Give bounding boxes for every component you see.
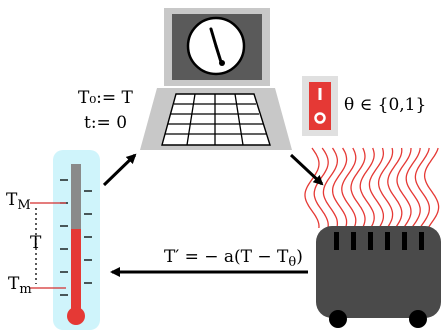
heat-wave-line bbox=[359, 147, 375, 229]
heat-wave-line bbox=[377, 147, 394, 229]
heater-radiator-icon bbox=[316, 226, 441, 328]
heat-wave-line bbox=[350, 147, 366, 229]
heat-waves bbox=[304, 147, 440, 229]
heat-wave-line bbox=[387, 147, 403, 229]
assignment-T0-label: T₀:= T bbox=[78, 88, 134, 108]
heat-wave-line bbox=[396, 147, 412, 229]
heat-wave-line bbox=[368, 147, 385, 229]
heat-wave-line bbox=[331, 147, 348, 229]
arrow-controller-to-heater bbox=[289, 153, 324, 186]
switch-state-label: θ ∈ {0,1} bbox=[344, 95, 426, 115]
assignment-t-label: t:= 0 bbox=[84, 113, 127, 133]
heat-wave-line bbox=[414, 147, 431, 229]
heat-wave-line bbox=[423, 147, 440, 229]
heat-wave-line bbox=[341, 147, 357, 229]
heat-wave-line bbox=[313, 147, 329, 229]
arrow-thermometer-to-controller bbox=[102, 153, 137, 187]
thermometer-min-label: Tm bbox=[8, 274, 32, 297]
heat-wave-line bbox=[405, 147, 421, 229]
thermometer-mid-label: T bbox=[30, 233, 42, 253]
toggle-switch-icon bbox=[302, 76, 338, 136]
thermometer-icon bbox=[53, 150, 100, 330]
heat-wave-line bbox=[304, 147, 320, 229]
laptop-with-clock-icon bbox=[140, 8, 292, 150]
heat-wave-line bbox=[322, 147, 339, 229]
thermometer-max-label: TM bbox=[6, 190, 31, 213]
dynamics-equation-label: T′ = − a(T − Tθ) bbox=[164, 247, 303, 270]
